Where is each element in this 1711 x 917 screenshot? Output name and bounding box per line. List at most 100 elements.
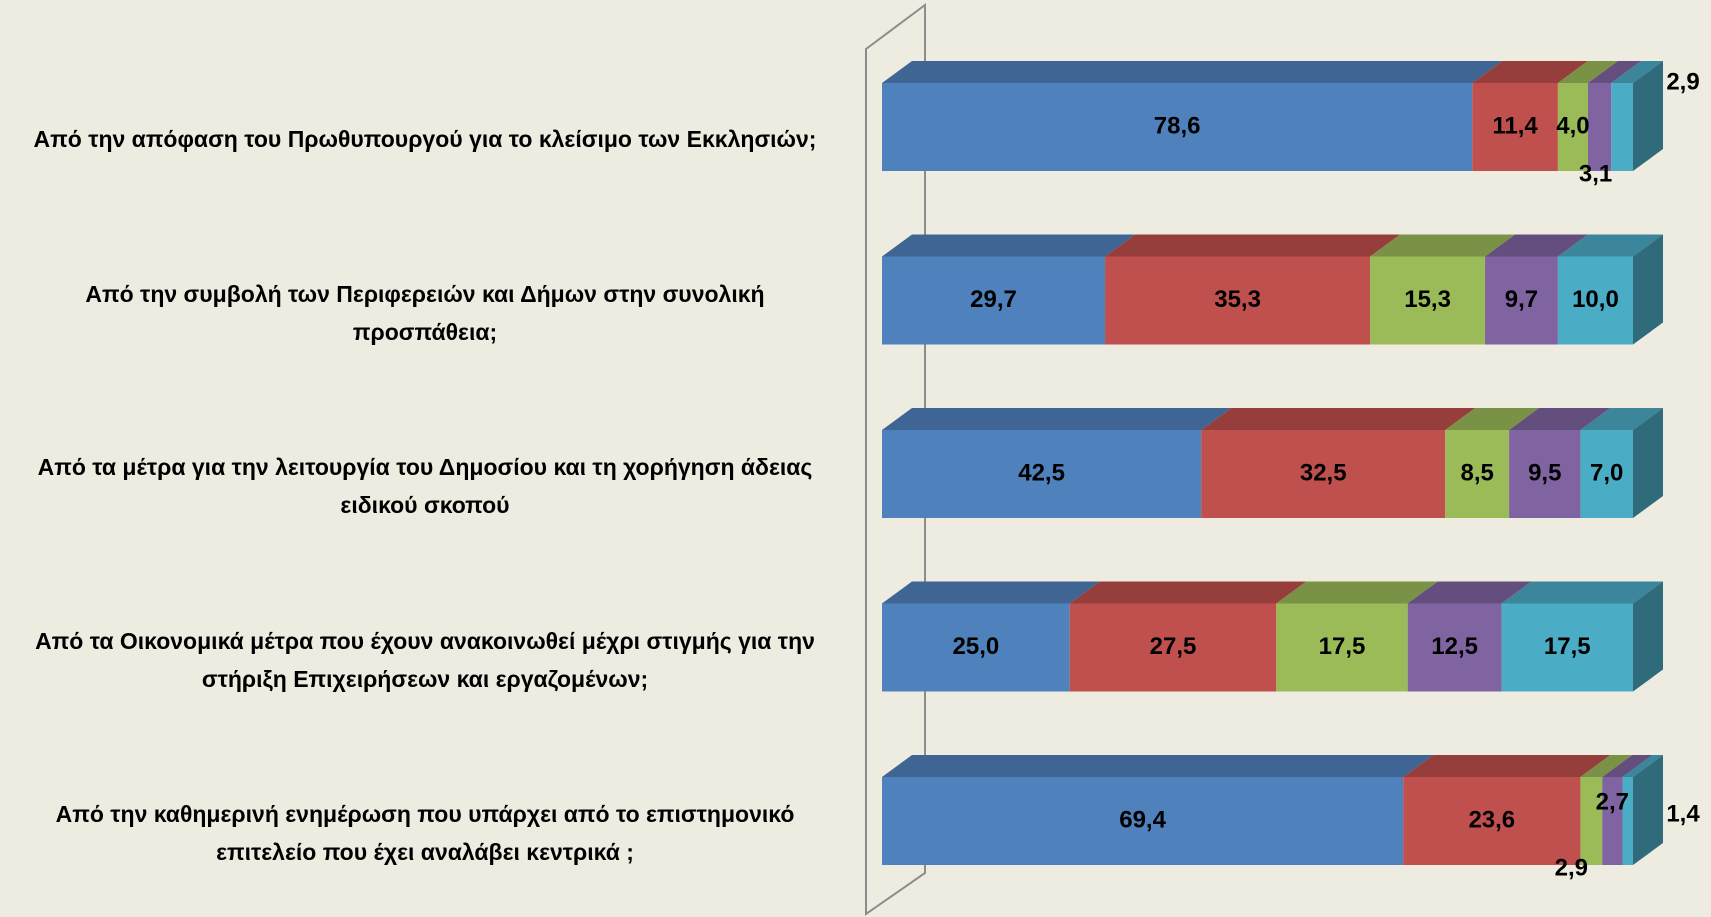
bar-segment (1509, 408, 1611, 518)
bar-top (882, 408, 1232, 430)
bar-top (882, 61, 1503, 83)
bar-segment (1201, 408, 1476, 518)
bar-segment (1069, 581, 1307, 692)
data-label: 29,7 (970, 286, 1017, 313)
bar-front (882, 83, 1473, 171)
bar-front (1201, 430, 1446, 518)
bar-front (1580, 777, 1603, 865)
bar-top (1509, 408, 1611, 430)
bar-side (1633, 61, 1663, 171)
bar-top (882, 581, 1100, 604)
bar-top (1557, 234, 1663, 257)
bar-segment (1580, 408, 1663, 518)
category-label: Από τα μέτρα για την λειτουργία του Δημο… (37, 454, 813, 518)
bar-front (882, 777, 1404, 865)
bar-top (1602, 755, 1653, 777)
bar-segment (1611, 61, 1663, 171)
bar-front (1276, 603, 1408, 692)
data-label: 2,7 (1596, 788, 1629, 815)
category-label: Από την συμβολή των Περιφερειών και Δήμω… (85, 280, 765, 345)
bar-segment (1587, 61, 1642, 171)
data-label: 32,5 (1300, 459, 1347, 486)
bar-top (1472, 61, 1588, 83)
bar-segment (1276, 581, 1438, 692)
back-wall (865, 3, 926, 916)
bar-segment (882, 755, 1434, 865)
data-label: 1,4 (1666, 800, 1700, 827)
bar-segment (882, 234, 1136, 345)
bar-top (882, 234, 1136, 257)
bar-front (1485, 256, 1558, 345)
bar-segment (1622, 755, 1663, 865)
bar-top (1276, 581, 1438, 604)
bar-top (1485, 234, 1588, 257)
category-label: Από την καθημερινή ενημέρωση που υπάρχει… (55, 801, 795, 865)
data-label: 9,5 (1528, 459, 1561, 486)
bar-top (1105, 234, 1401, 257)
data-label: 4,0 (1556, 112, 1589, 139)
bar-front (1602, 777, 1623, 865)
bar-top (1370, 234, 1516, 257)
bar-front (882, 603, 1070, 692)
data-label: 23,6 (1468, 806, 1515, 833)
category-label: Από τα Οικονομικά μέτρα που έχουν ανακοι… (35, 627, 815, 692)
bar-front (882, 256, 1106, 345)
data-label: 78,6 (1154, 112, 1201, 139)
bar-front (1069, 603, 1277, 692)
bar-front (1407, 603, 1502, 692)
bar-front (1557, 83, 1588, 171)
bar-side (1633, 234, 1663, 345)
bar-top (1622, 755, 1663, 777)
bar-front (1622, 777, 1633, 865)
data-label: 15,3 (1404, 286, 1451, 313)
data-label: 10,0 (1572, 286, 1619, 313)
data-label: 42,5 (1018, 459, 1065, 486)
data-label: 35,3 (1214, 286, 1261, 313)
bar-front (1611, 83, 1633, 171)
category-label: Από την απόφαση του Πρωθυπουργού για το … (33, 126, 817, 152)
data-label: 8,5 (1460, 459, 1493, 486)
bar-top (1407, 581, 1532, 604)
bar-top (1587, 61, 1642, 83)
bar-side (1633, 408, 1663, 518)
data-label: 7,0 (1590, 459, 1623, 486)
bar-side (1633, 755, 1663, 865)
bar-front (1403, 777, 1581, 865)
bar-segment (1370, 234, 1516, 345)
bar-top (1069, 581, 1307, 604)
data-label: 69,4 (1119, 806, 1166, 833)
bar-front (1105, 256, 1371, 345)
data-label: 2,9 (1666, 68, 1699, 95)
data-label: 11,4 (1492, 112, 1538, 139)
data-label: 25,0 (953, 633, 1000, 660)
bar-front (1580, 430, 1633, 518)
bar-top (1557, 61, 1618, 83)
data-label: 27,5 (1150, 633, 1197, 660)
data-label: 3,1 (1579, 160, 1612, 187)
bar-front (1445, 430, 1510, 518)
bar-segment (1580, 755, 1633, 865)
bar-segment (1407, 581, 1532, 692)
bar-top (1501, 581, 1663, 604)
bar-segment (1557, 61, 1618, 171)
bar-segment (1485, 234, 1588, 345)
bar-top (1611, 61, 1663, 83)
bar-segment (1472, 61, 1588, 171)
bar-segment (882, 61, 1503, 171)
bar-segment (1403, 755, 1611, 865)
bar-front (1587, 83, 1612, 171)
bar-top (882, 755, 1434, 777)
bar-front (1370, 256, 1486, 345)
bar-segment (882, 408, 1232, 518)
data-label: 17,5 (1544, 633, 1591, 660)
data-label: 2,9 (1555, 854, 1588, 881)
bar-front (1472, 83, 1558, 171)
bar-segment (1105, 234, 1401, 345)
bar-segment (1445, 408, 1540, 518)
data-label: 9,7 (1505, 286, 1538, 313)
bar-segment (882, 581, 1100, 692)
bar-top (1445, 408, 1540, 430)
bar-top (1580, 408, 1663, 430)
